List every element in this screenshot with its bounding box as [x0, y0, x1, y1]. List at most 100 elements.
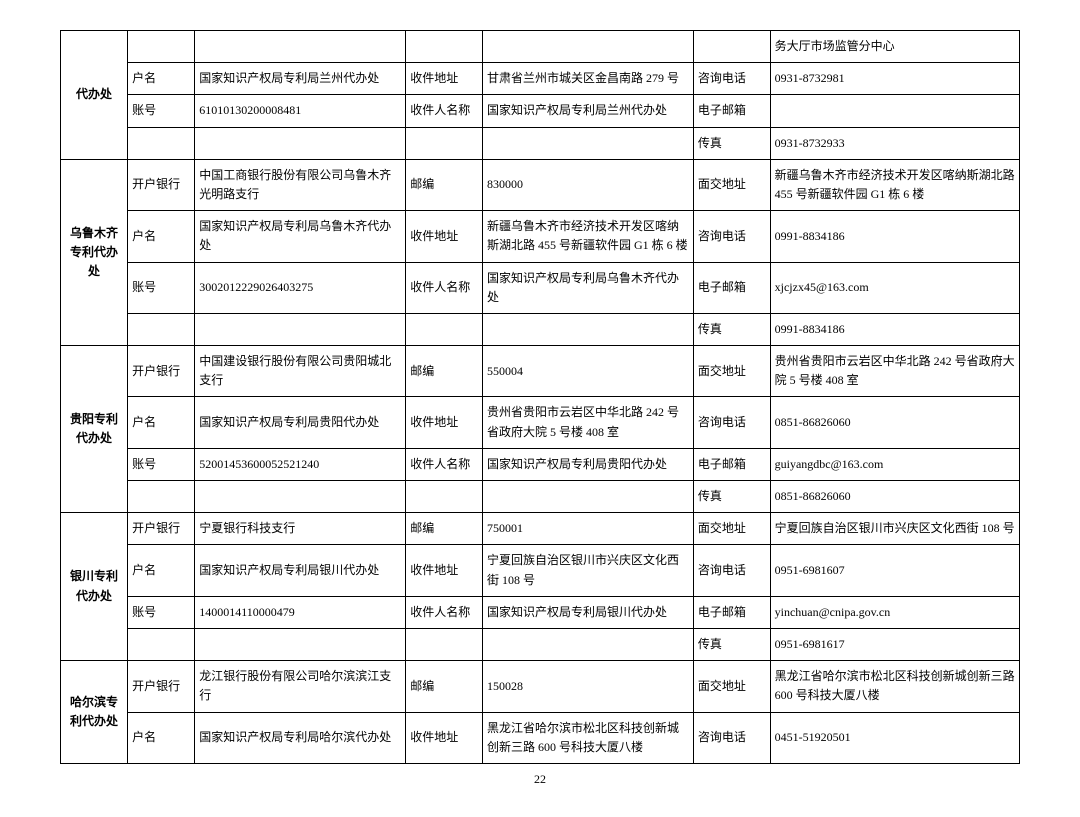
cell-label: 收件地址 [406, 397, 483, 448]
cell-label: 户名 [128, 545, 195, 596]
cell-empty [770, 95, 1019, 127]
cell-empty [482, 127, 693, 159]
cell-label: 开户银行 [128, 346, 195, 397]
cell-label: 户名 [128, 712, 195, 763]
cell-empty [195, 127, 406, 159]
cell-value: 国家知识产权局专利局贵阳代办处 [195, 397, 406, 448]
table-row: 户名 国家知识产权局专利局哈尔滨代办处 收件地址 黑龙江省哈尔滨市松北区科技创新… [61, 712, 1020, 763]
patent-office-table: 代办处 务大厅市场监管分中心 户名 国家知识产权局专利局兰州代办处 收件地址 甘… [60, 30, 1020, 764]
office-name: 代办处 [61, 31, 128, 160]
table-row: 账号 52001453600052521240 收件人名称 国家知识产权局专利局… [61, 448, 1020, 480]
cell-label: 面交地址 [693, 346, 770, 397]
cell-value: 1400014110000479 [195, 596, 406, 628]
cell-label: 邮编 [406, 661, 483, 712]
cell-empty [482, 313, 693, 345]
cell-value: 国家知识产权局专利局兰州代办处 [482, 95, 693, 127]
cell-value: 龙江银行股份有限公司哈尔滨滨江支行 [195, 661, 406, 712]
cell-empty [195, 31, 406, 63]
cell-label: 电子邮箱 [693, 262, 770, 313]
cell-value: 新疆乌鲁木齐市经济技术开发区喀纳斯湖北路 455 号新疆软件园 G1 栋 6 楼 [482, 211, 693, 262]
cell-label: 传真 [693, 127, 770, 159]
cell-label: 户名 [128, 397, 195, 448]
cell-label: 邮编 [406, 346, 483, 397]
cell-label: 面交地址 [693, 513, 770, 545]
table-row: 户名 国家知识产权局专利局贵阳代办处 收件地址 贵州省贵阳市云岩区中华北路 24… [61, 397, 1020, 448]
cell-label: 咨询电话 [693, 397, 770, 448]
cell-value: 中国工商银行股份有限公司乌鲁木齐光明路支行 [195, 159, 406, 210]
cell-empty [128, 31, 195, 63]
cell-label: 账号 [128, 95, 195, 127]
cell-label: 咨询电话 [693, 712, 770, 763]
cell-value: 750001 [482, 513, 693, 545]
table-row: 账号 3002012229026403275 收件人名称 国家知识产权局专利局乌… [61, 262, 1020, 313]
cell-value: 宁夏回族自治区银川市兴庆区文化西街 108 号 [770, 513, 1019, 545]
cell-value: 0451-51920501 [770, 712, 1019, 763]
office-name: 哈尔滨专利代办处 [61, 661, 128, 764]
cell-label: 咨询电话 [693, 545, 770, 596]
cell-empty [406, 127, 483, 159]
cell-value: 甘肃省兰州市城关区金昌南路 279 号 [482, 63, 693, 95]
cell-empty [406, 31, 483, 63]
cell-value: 黑龙江省哈尔滨市松北区科技创新城创新三路 600 号科技大厦八楼 [482, 712, 693, 763]
cell-label: 收件地址 [406, 63, 483, 95]
table-row: 户名 国家知识产权局专利局兰州代办处 收件地址 甘肃省兰州市城关区金昌南路 27… [61, 63, 1020, 95]
cell-value: 宁夏回族自治区银川市兴庆区文化西街 108 号 [482, 545, 693, 596]
cell-label: 电子邮箱 [693, 596, 770, 628]
table-row: 传真 0851-86826060 [61, 481, 1020, 513]
cell-label: 传真 [693, 628, 770, 660]
cell-label: 邮编 [406, 513, 483, 545]
cell-empty [482, 481, 693, 513]
cell-value: 国家知识产权局专利局哈尔滨代办处 [195, 712, 406, 763]
cell-label: 户名 [128, 211, 195, 262]
cell-label: 传真 [693, 481, 770, 513]
cell-empty [482, 31, 693, 63]
cell-value: 国家知识产权局专利局乌鲁木齐代办处 [482, 262, 693, 313]
cell-empty [406, 628, 483, 660]
cell-value: 贵州省贵阳市云岩区中华北路 242 号省政府大院 5 号楼 408 室 [482, 397, 693, 448]
cell-empty [128, 127, 195, 159]
cell-label: 收件地址 [406, 211, 483, 262]
cell-value: 0991-8834186 [770, 313, 1019, 345]
cell-label: 收件人名称 [406, 596, 483, 628]
office-name: 银川专利代办处 [61, 513, 128, 661]
cell-label: 面交地址 [693, 159, 770, 210]
cell-value: 国家知识产权局专利局贵阳代办处 [482, 448, 693, 480]
table-row: 传真 0991-8834186 [61, 313, 1020, 345]
cell-value: 3002012229026403275 [195, 262, 406, 313]
cell-label: 开户银行 [128, 159, 195, 210]
cell-label: 传真 [693, 313, 770, 345]
cell-label: 电子邮箱 [693, 95, 770, 127]
cell-label: 收件地址 [406, 712, 483, 763]
cell-label: 邮编 [406, 159, 483, 210]
cell-empty [406, 313, 483, 345]
cell-empty [693, 31, 770, 63]
cell-label: 咨询电话 [693, 63, 770, 95]
office-name: 乌鲁木齐专利代办处 [61, 159, 128, 345]
cell-value: 国家知识产权局专利局银川代办处 [482, 596, 693, 628]
table-row: 账号 61010130200008481 收件人名称 国家知识产权局专利局兰州代… [61, 95, 1020, 127]
cell-value: 贵州省贵阳市云岩区中华北路 242 号省政府大院 5 号楼 408 室 [770, 346, 1019, 397]
table-row: 哈尔滨专利代办处 开户银行 龙江银行股份有限公司哈尔滨滨江支行 邮编 15002… [61, 661, 1020, 712]
cell-value: 0851-86826060 [770, 481, 1019, 513]
cell-value: 0951-6981617 [770, 628, 1019, 660]
cell-label: 收件地址 [406, 545, 483, 596]
cell-label: 户名 [128, 63, 195, 95]
cell-value: 61010130200008481 [195, 95, 406, 127]
cell-empty [195, 481, 406, 513]
cell-value: 830000 [482, 159, 693, 210]
cell-value: 150028 [482, 661, 693, 712]
table-row: 传真 0931-8732933 [61, 127, 1020, 159]
cell-value: 国家知识产权局专利局乌鲁木齐代办处 [195, 211, 406, 262]
cell-label: 电子邮箱 [693, 448, 770, 480]
cell-value: 国家知识产权局专利局银川代办处 [195, 545, 406, 596]
cell-label: 收件人名称 [406, 95, 483, 127]
cell-value: 52001453600052521240 [195, 448, 406, 480]
cell-empty [128, 481, 195, 513]
table-row: 乌鲁木齐专利代办处 开户银行 中国工商银行股份有限公司乌鲁木齐光明路支行 邮编 … [61, 159, 1020, 210]
cell-empty [128, 628, 195, 660]
cell-empty [195, 313, 406, 345]
cell-value: 0851-86826060 [770, 397, 1019, 448]
cell-label: 开户银行 [128, 513, 195, 545]
cell-empty [406, 481, 483, 513]
cell-value: 新疆乌鲁木齐市经济技术开发区喀纳斯湖北路 455 号新疆软件园 G1 栋 6 楼 [770, 159, 1019, 210]
